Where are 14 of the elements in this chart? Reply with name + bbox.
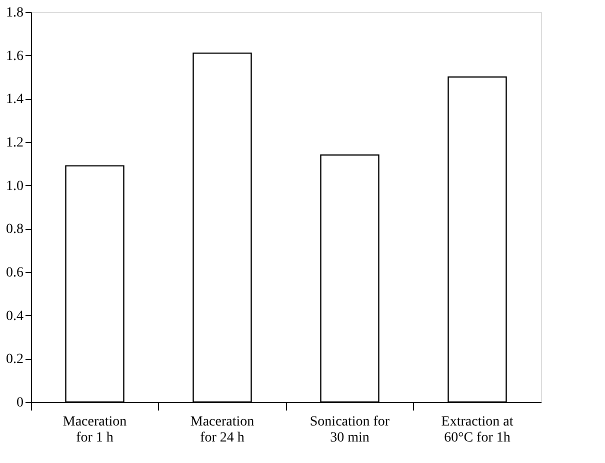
y-tick-label: 1.4: [6, 92, 24, 108]
x-tick-label: Sonication for 30 min: [310, 414, 390, 446]
y-tick-label: 1.6: [6, 48, 24, 64]
y-tick-label: 0.4: [6, 308, 24, 324]
y-tick-label: 0.2: [6, 352, 24, 368]
y-tick-label: 0.8: [6, 222, 24, 238]
y-tick-label: 1.8: [6, 6, 24, 20]
y-tick-label: 1.0: [6, 178, 24, 194]
x-tick-label: Extraction at 60°C for 1h: [441, 414, 514, 446]
y-tick-label: 0.6: [6, 266, 24, 280]
y-tick-label: 1.2: [6, 136, 24, 150]
x-tick-label: Maceration for 24 h: [190, 414, 254, 446]
x-tick-label: Maceration for 1 h: [62, 414, 127, 446]
y-tick-label: 0: [16, 396, 24, 410]
